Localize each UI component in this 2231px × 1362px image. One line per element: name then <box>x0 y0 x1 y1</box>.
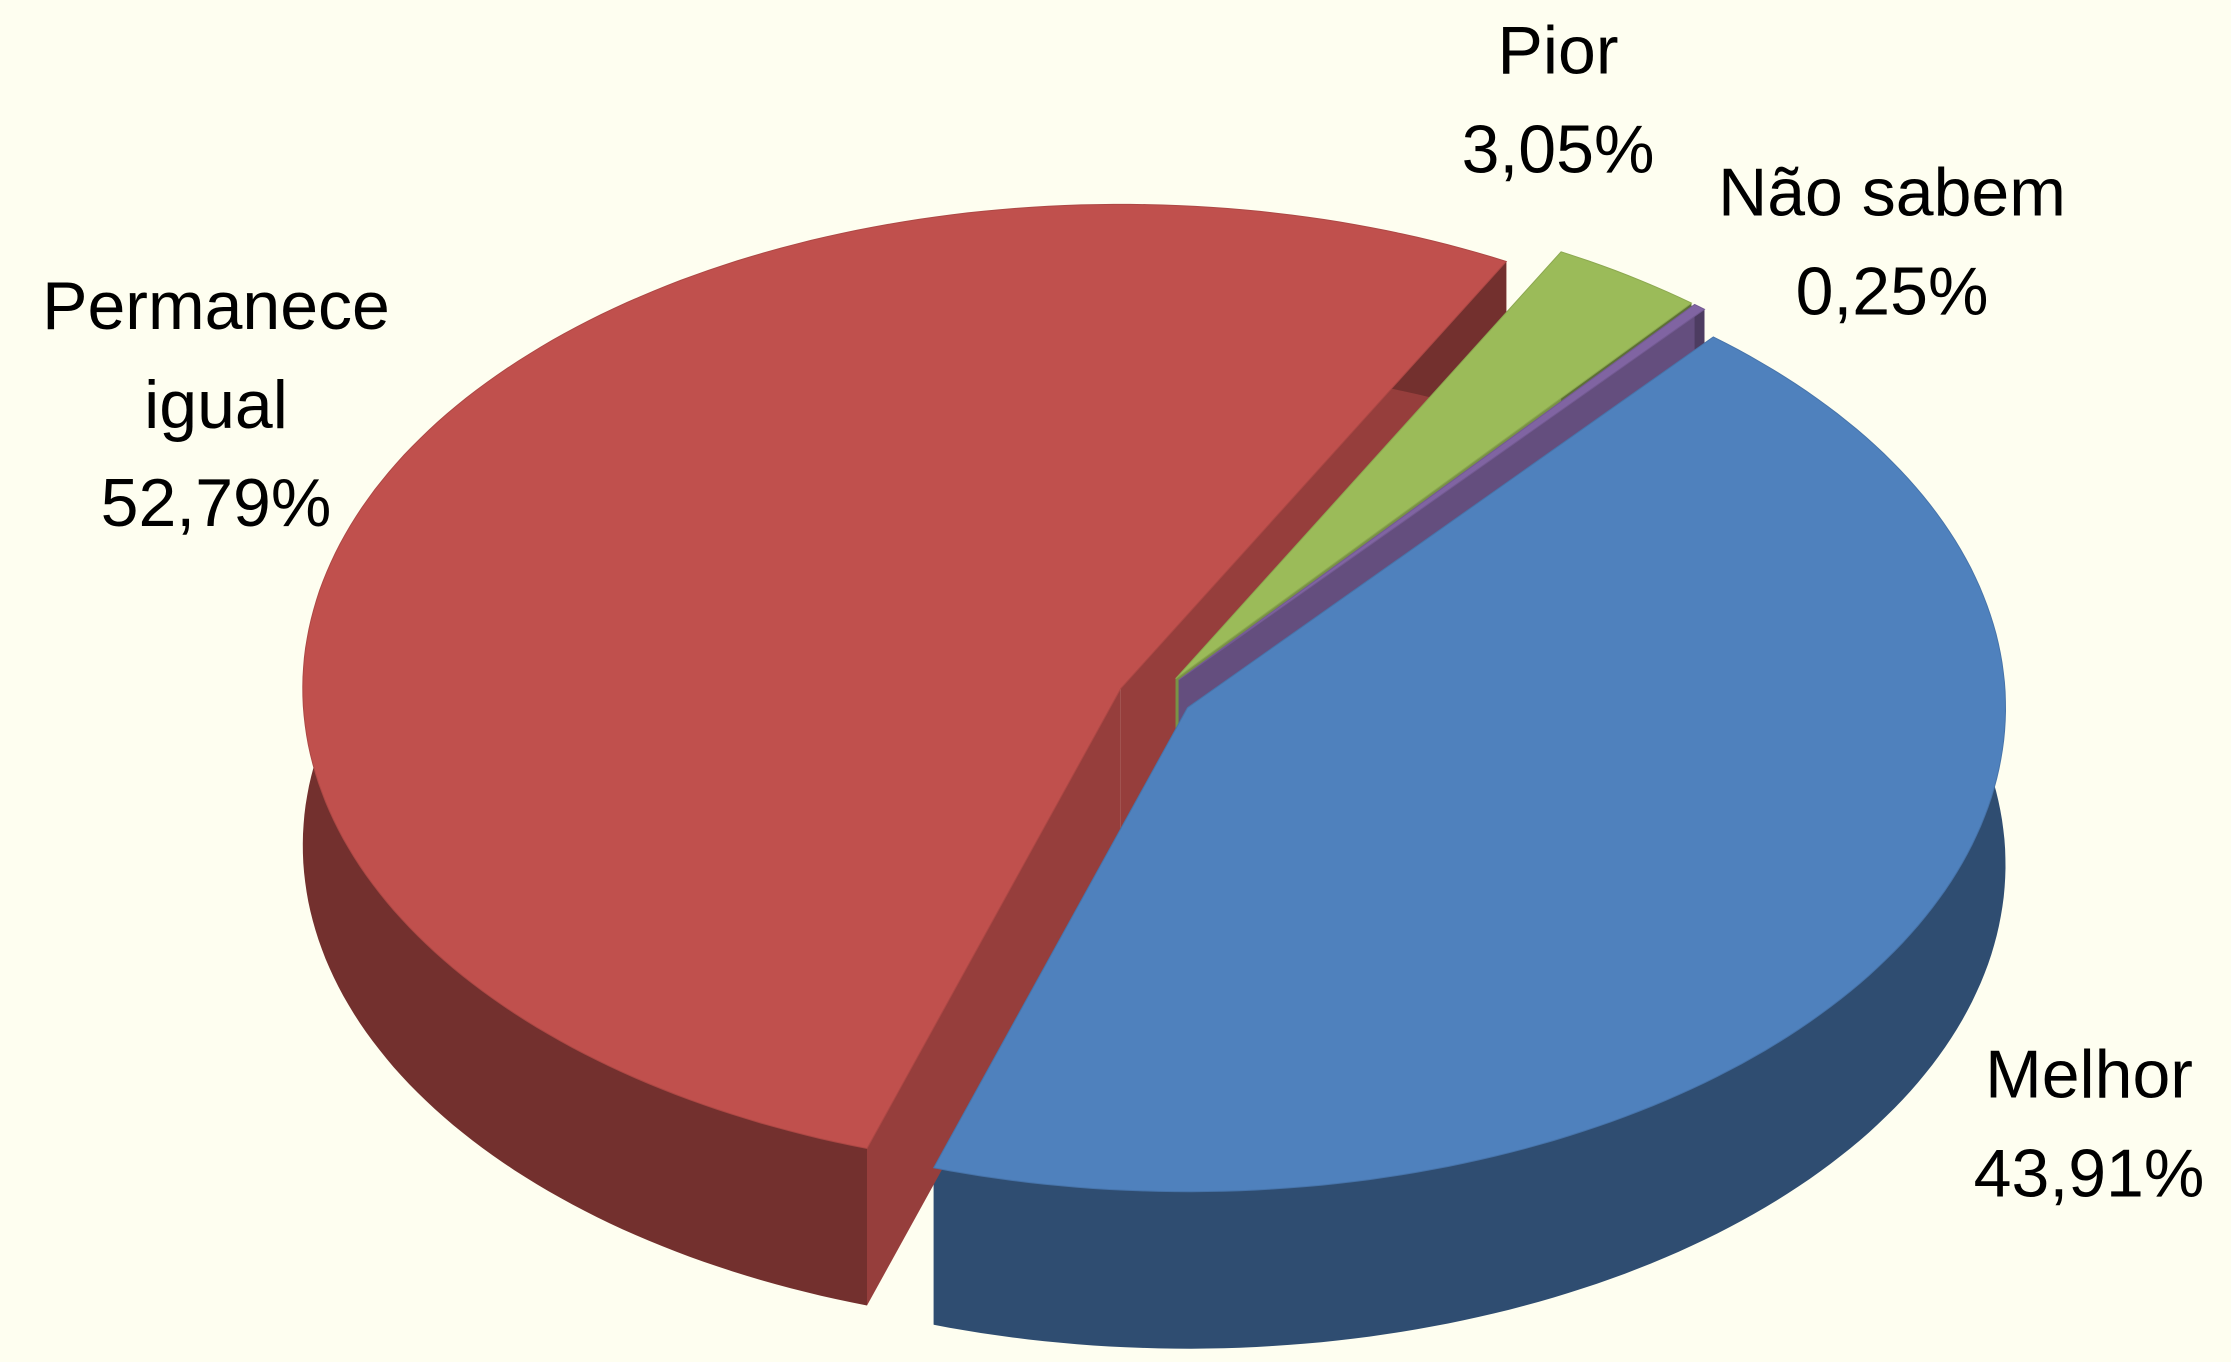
slice-label: Não sabem 0,25% <box>1718 143 2066 340</box>
slice-side <box>933 336 2006 1349</box>
value-label: 43,91% <box>1973 1135 2205 1211</box>
slice <box>302 203 1508 1150</box>
slice <box>932 336 2007 1193</box>
slice-cut-wall <box>867 688 1121 1306</box>
category-label: Permanece igual <box>42 268 390 443</box>
value-label: 0,25% <box>1795 253 1989 329</box>
slice <box>1178 303 1706 681</box>
value-label: 3,05% <box>1461 111 1655 187</box>
category-label: Não sabem <box>1718 154 2066 231</box>
category-label: Pior <box>1497 12 1619 89</box>
slice-label: Melhor 43,91% <box>1974 1025 2205 1222</box>
slice <box>1175 251 1693 680</box>
category-label: Melhor <box>1985 1036 2193 1113</box>
value-label: 52,79% <box>100 465 332 542</box>
slice-tops <box>302 203 2007 1193</box>
slice-label: Pior 3,05% <box>1462 1 1655 198</box>
slice-label: Permanece igual 52,79% <box>21 257 411 553</box>
